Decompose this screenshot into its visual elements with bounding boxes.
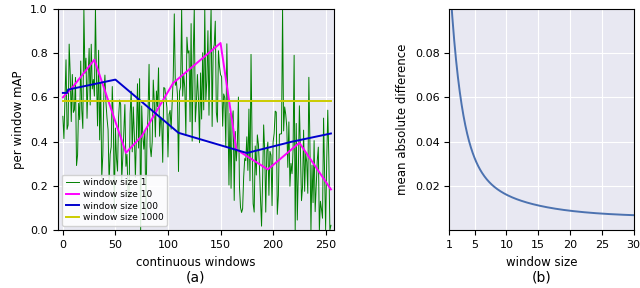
window size 1000 xyxy=(161,99,169,103)
window size 100 xyxy=(159,118,166,121)
Y-axis label: per window mAP: per window mAP xyxy=(12,70,24,169)
window size 1000 xyxy=(327,99,335,103)
window size 100 xyxy=(162,120,170,124)
window size 1 xyxy=(279,7,287,10)
Line: window size 1: window size 1 xyxy=(63,9,331,230)
window size 1 xyxy=(163,106,171,110)
window size 1 xyxy=(137,229,145,232)
window size 10 xyxy=(59,96,67,99)
window size 1 xyxy=(327,223,335,227)
window size 1000 xyxy=(143,99,151,103)
Text: (b): (b) xyxy=(532,270,551,284)
window size 10 xyxy=(143,126,151,129)
window size 100 xyxy=(279,142,287,146)
Line: window size 10: window size 10 xyxy=(63,43,331,190)
Y-axis label: mean absolute difference: mean absolute difference xyxy=(396,44,409,195)
window size 10 xyxy=(191,62,199,66)
window size 10 xyxy=(217,41,225,45)
window size 100 xyxy=(177,132,184,135)
window size 1000 xyxy=(59,99,67,103)
Line: window size 100: window size 100 xyxy=(63,79,331,153)
window size 1000 xyxy=(158,99,166,103)
window size 10 xyxy=(176,76,184,79)
window size 10 xyxy=(158,101,166,104)
window size 1 xyxy=(80,7,88,10)
X-axis label: continuous windows: continuous windows xyxy=(136,256,255,269)
X-axis label: window size: window size xyxy=(506,256,577,269)
window size 100 xyxy=(144,105,152,109)
window size 1 xyxy=(145,62,153,66)
window size 100 xyxy=(193,137,200,140)
window size 10 xyxy=(161,95,169,99)
window size 1 xyxy=(193,73,201,76)
window size 10 xyxy=(327,188,335,191)
window size 1 xyxy=(178,7,186,10)
window size 1000 xyxy=(276,99,284,103)
window size 1000 xyxy=(176,99,184,103)
window size 1 xyxy=(59,115,67,118)
window size 100 xyxy=(327,132,335,135)
Legend: window size 1, window size 10, window size 100, window size 1000: window size 1, window size 10, window si… xyxy=(62,175,167,226)
window size 1 xyxy=(160,86,168,89)
window size 100 xyxy=(243,151,251,155)
window size 1000 xyxy=(191,99,199,103)
Text: (a): (a) xyxy=(186,270,205,284)
window size 100 xyxy=(111,78,119,81)
window size 10 xyxy=(278,156,285,160)
window size 100 xyxy=(59,91,67,95)
